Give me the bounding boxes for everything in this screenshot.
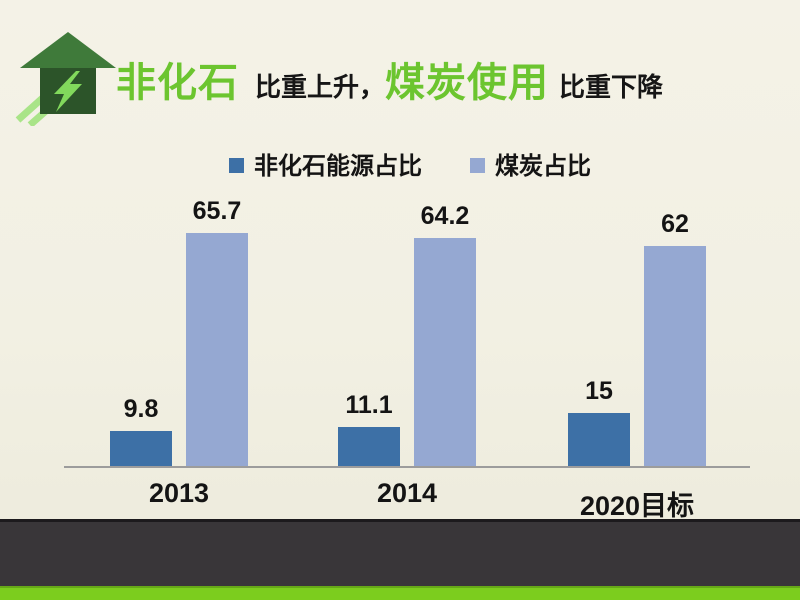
bar <box>186 232 248 466</box>
bar-value-label: 65.7 <box>192 196 242 225</box>
bar-value-label: 9.8 <box>123 395 159 424</box>
page-title: 非化石 比重上升， 煤炭使用 比重下降 <box>116 50 663 108</box>
title-normal-2: 比重下降 <box>559 72 664 102</box>
bar-group: 9.8 65.7 <box>110 197 248 466</box>
bar-column: 15 <box>568 377 630 466</box>
legend-item-series2: 煤炭占比 <box>470 146 591 181</box>
bar <box>414 238 476 466</box>
legend-label-series2: 煤炭占比 <box>495 153 591 180</box>
bar-column: 11.1 <box>338 391 400 466</box>
chart-legend: 非化石能源占比 煤炭占比 <box>0 146 800 181</box>
bar <box>338 426 400 466</box>
legend-swatch-series1 <box>229 157 244 173</box>
bar-column: 62 <box>644 210 706 466</box>
legend-swatch-series2 <box>470 157 485 173</box>
bar-column: 65.7 <box>186 197 248 466</box>
legend-item-series1: 非化石能源占比 <box>229 146 422 181</box>
house-energy-icon <box>15 32 116 126</box>
title-normal-1: 比重上升， <box>255 72 386 102</box>
footer-green-band <box>0 586 800 600</box>
bar-value-label: 62 <box>661 209 689 238</box>
lightning-bolt-icon <box>54 71 82 112</box>
house-roof-icon <box>20 32 116 68</box>
bar-group: 15 62 <box>568 210 706 466</box>
category-label: 2014 <box>376 478 438 508</box>
bar <box>644 245 706 466</box>
legend-label-series1: 非化石能源占比 <box>254 153 422 180</box>
bar-value-label: 64.2 <box>420 202 470 231</box>
bar-column: 9.8 <box>110 395 172 466</box>
bar-chart: 9.8 65.7 11.1 64.2 15 62 <box>64 190 750 468</box>
bar-column: 64.2 <box>414 202 476 466</box>
bar-value-label: 15 <box>585 376 613 405</box>
category-label: 2013 <box>148 478 210 508</box>
title-highlight-1: 非化石 <box>116 61 239 105</box>
bar-value-label: 11.1 <box>345 390 393 419</box>
bar <box>568 412 630 466</box>
footer-dark-band <box>0 519 800 586</box>
title-highlight-2: 煤炭使用 <box>385 61 550 105</box>
bar <box>110 431 172 466</box>
category-label: 2020目标 <box>579 491 695 521</box>
bar-group: 11.1 64.2 <box>338 202 476 466</box>
